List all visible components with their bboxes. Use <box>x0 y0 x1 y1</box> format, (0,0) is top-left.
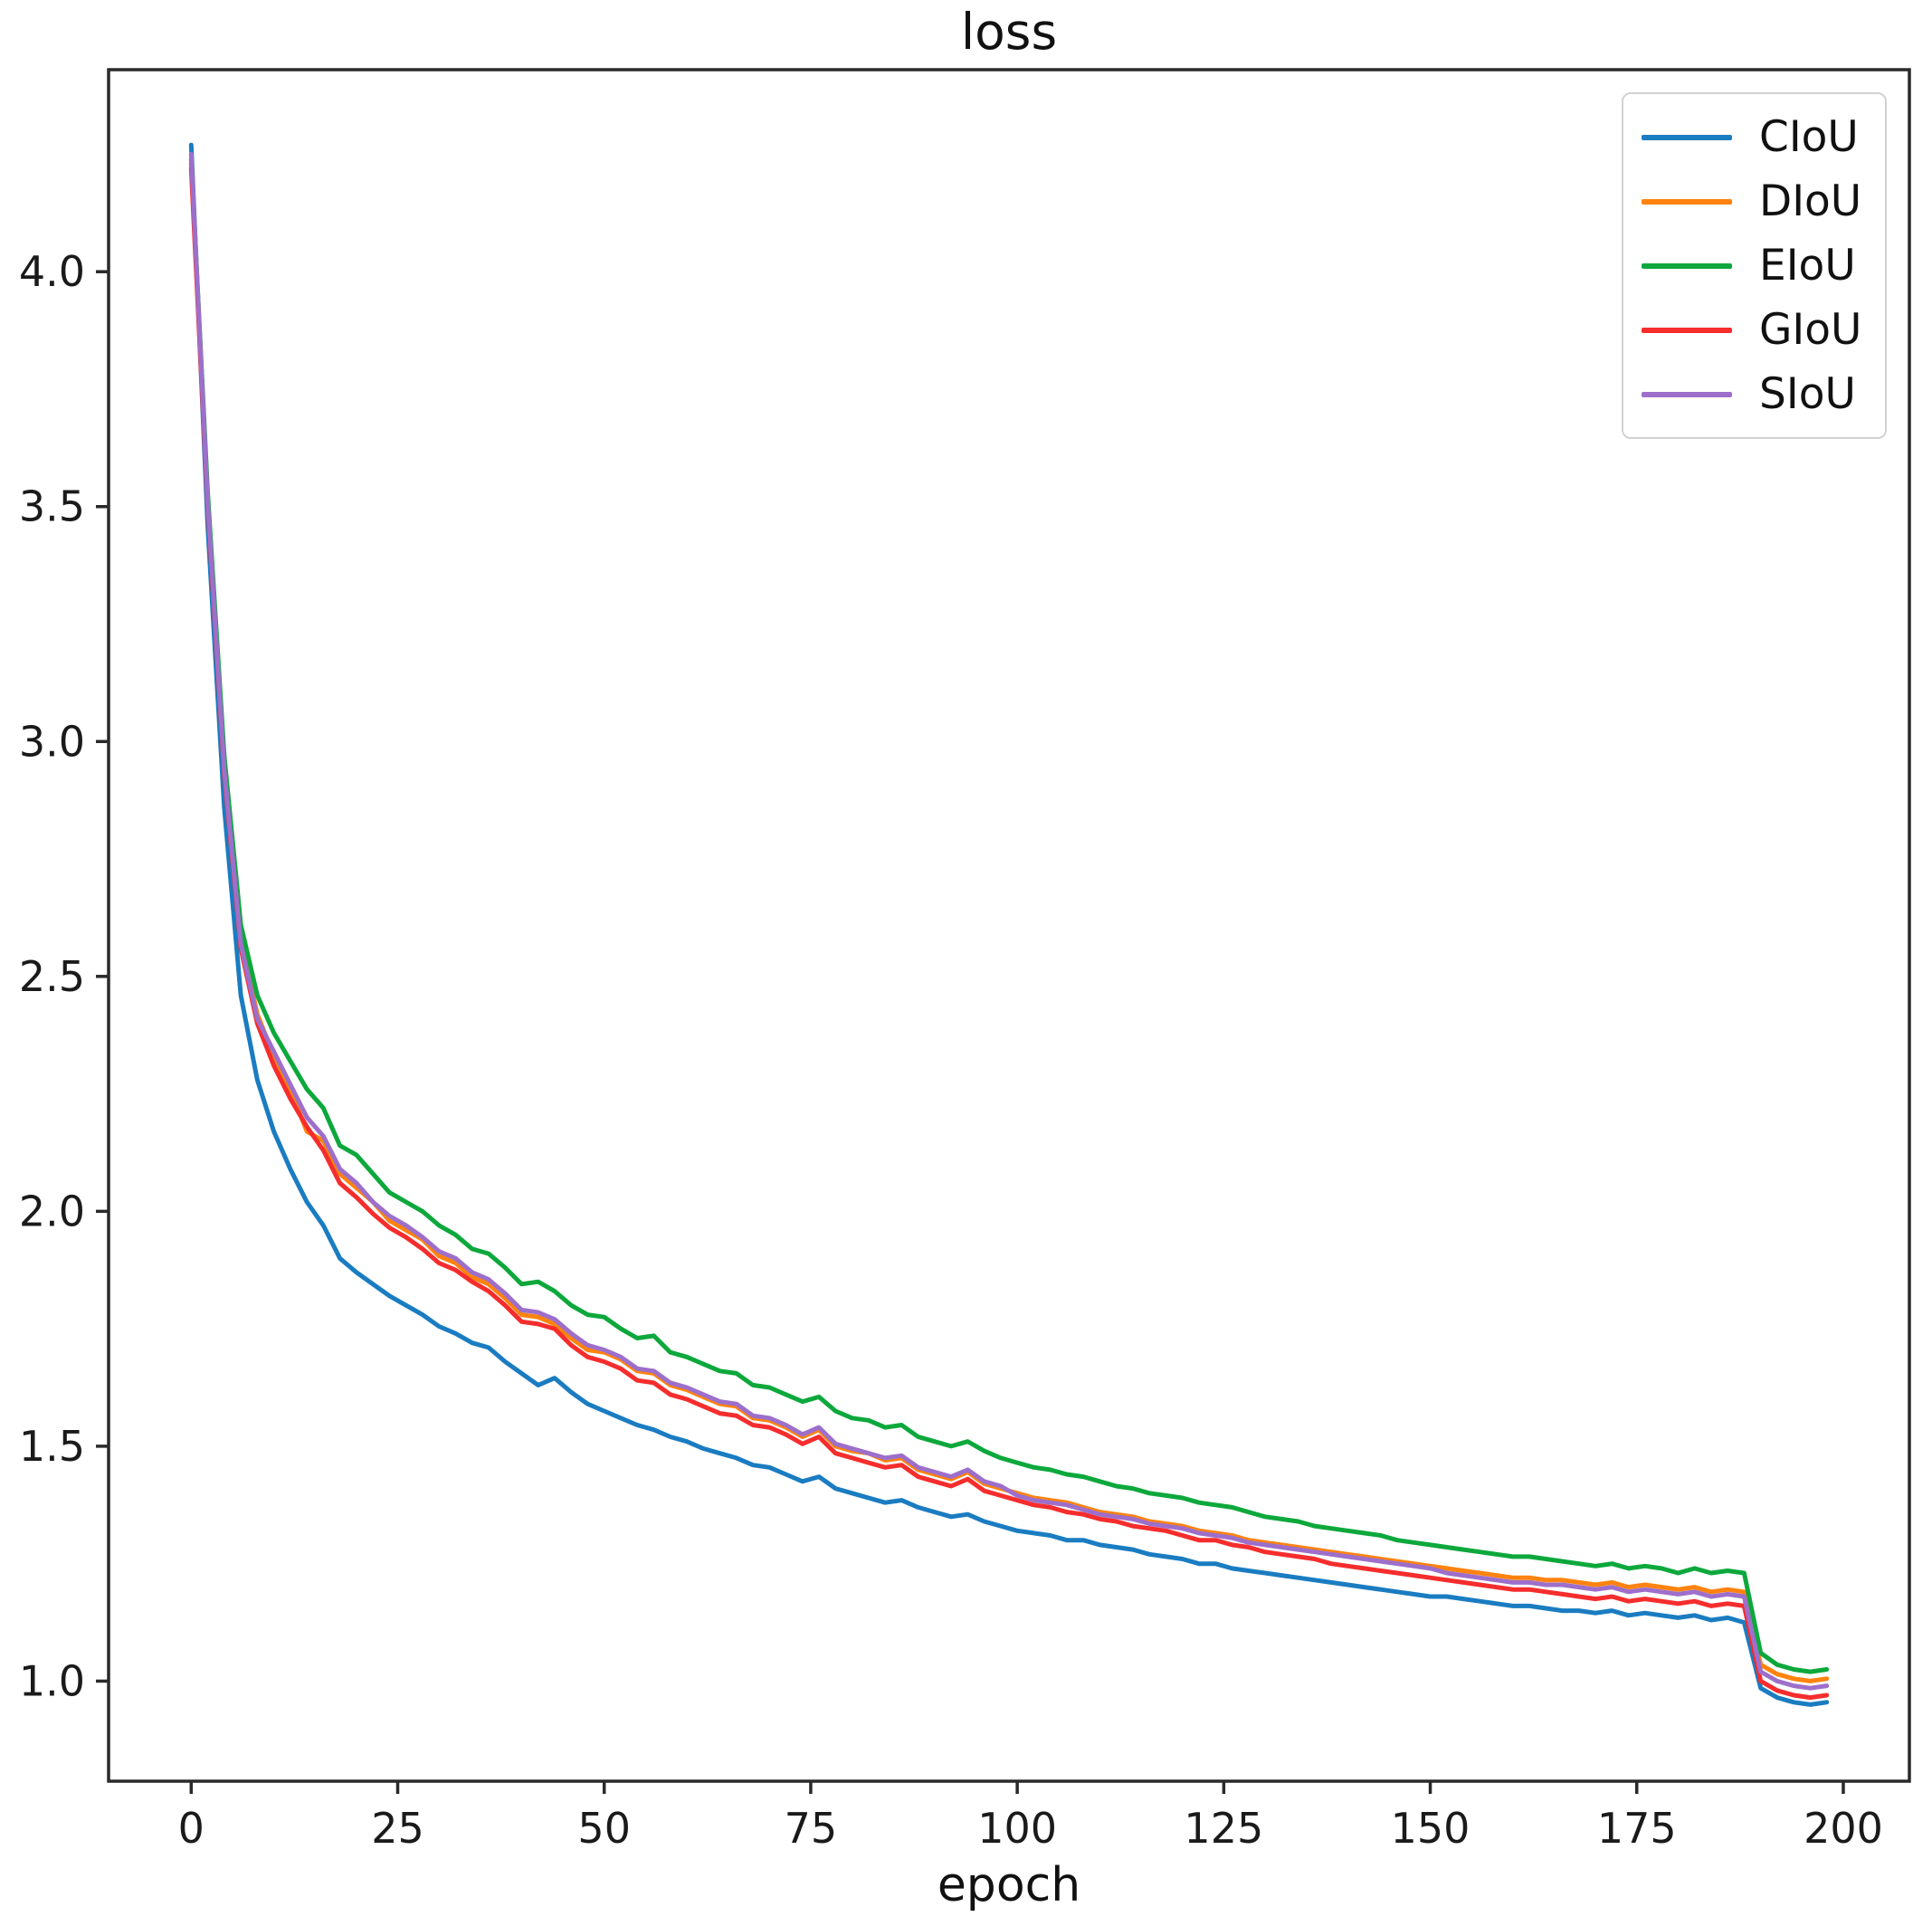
x-tick-label: 50 <box>577 1804 631 1853</box>
x-tick-label: 25 <box>371 1804 424 1853</box>
legend-swatch-GIoU <box>1642 327 1732 333</box>
legend-item-GIoU: GIoU <box>1642 309 1885 351</box>
legend-item-EIoU: EIoU <box>1642 244 1885 287</box>
series-line-EIoU <box>188 157 1830 1674</box>
legend-item-CIoU: CIoU <box>1642 116 1885 158</box>
y-tick-label: 3.0 <box>19 717 85 766</box>
legend-label: EIoU <box>1759 241 1856 291</box>
legend-swatch-DIoU <box>1642 198 1732 205</box>
y-tick-label: 2.0 <box>19 1187 85 1235</box>
x-tick-label: 100 <box>977 1804 1057 1853</box>
legend-label: SIoU <box>1759 369 1856 419</box>
series-line-GIoU <box>188 166 1830 1701</box>
legend-label: GIoU <box>1759 305 1862 355</box>
series-line-CIoU <box>188 142 1830 1707</box>
legend-swatch-SIoU <box>1642 391 1732 397</box>
chart-title: loss <box>960 3 1058 61</box>
legend-swatch-EIoU <box>1642 262 1732 269</box>
x-tick-label: 175 <box>1597 1804 1677 1853</box>
x-tick-label: 200 <box>1804 1804 1883 1853</box>
legend-item-SIoU: SIoU <box>1642 373 1885 415</box>
axes-spines <box>107 68 1911 1783</box>
x-tick-label: 125 <box>1184 1804 1263 1853</box>
legend-label: DIoU <box>1759 176 1862 226</box>
legend-item-DIoU: DIoU <box>1642 180 1885 223</box>
x-tick-label: 75 <box>785 1804 838 1853</box>
legend-swatch-CIoU <box>1642 134 1732 140</box>
y-tick-label: 1.0 <box>19 1656 85 1705</box>
y-tick-label: 4.0 <box>19 247 85 296</box>
y-tick-label: 3.5 <box>19 482 85 531</box>
legend-label: CIoU <box>1759 112 1859 162</box>
y-tick-label: 1.5 <box>19 1422 85 1471</box>
series-line-SIoU <box>188 151 1830 1691</box>
y-tick-label: 2.5 <box>19 952 85 1001</box>
x-tick-label: 150 <box>1391 1804 1470 1853</box>
legend: CIoU DIoU EIoU GIoU SIoU <box>1622 92 1887 439</box>
x-axis-label: epoch <box>937 1858 1081 1912</box>
series-line-DIoU <box>188 161 1830 1683</box>
x-tick-label: 0 <box>178 1804 205 1853</box>
